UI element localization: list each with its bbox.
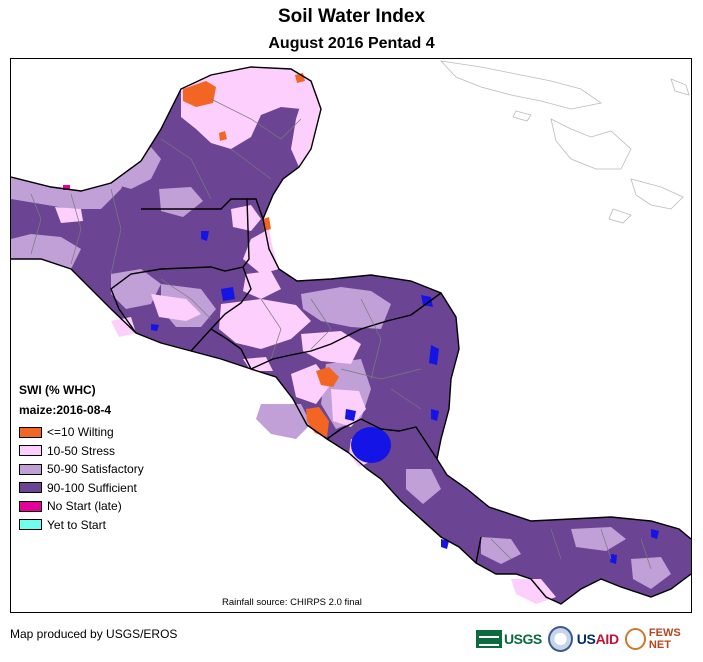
- legend-label: 50-90 Satisfactory: [47, 462, 144, 477]
- legend-swatch: [19, 426, 42, 438]
- usgs-logo-text: USGS: [504, 631, 542, 647]
- usaid-logo-us: US: [576, 631, 596, 647]
- legend-item-sufficient: 90-100 Sufficient: [19, 479, 144, 498]
- legend-label: No Start (late): [47, 499, 122, 514]
- legend: SWI (% WHC) maize:2016-08-4 <=10 Wilting…: [19, 383, 144, 534]
- legend-swatch: [19, 463, 42, 475]
- lake-nicaragua: [351, 427, 391, 463]
- legend-label: 90-100 Sufficient: [47, 480, 137, 495]
- legend-item-satisfactory: 50-90 Satisfactory: [19, 460, 144, 479]
- legend-swatch: [19, 519, 42, 531]
- usaid-logo-aid: AID: [595, 631, 620, 647]
- land-nostart: [63, 185, 70, 190]
- map-frame: [10, 58, 692, 613]
- legend-label: <=10 Wilting: [47, 425, 114, 440]
- legend-item-stress: 10-50 Stress: [19, 442, 144, 461]
- land-wilting: [183, 73, 339, 437]
- map-canvas: [11, 60, 691, 605]
- usgs-logo: USGS: [476, 630, 542, 648]
- usgs-mark-icon: [476, 630, 502, 648]
- usaid-seal-icon: [547, 626, 573, 652]
- logo-bar: USGS USAID FEWS NET: [476, 624, 703, 654]
- fewsnet-logo: FEWS NET: [624, 627, 703, 651]
- legend-item-yet-to-start: Yet to Start: [19, 516, 144, 535]
- rainfall-source: Rainfall source: CHIRPS 2.0 final: [222, 597, 362, 608]
- fewsnet-logo-text: FEWS NET: [648, 627, 681, 651]
- map-title: Soil Water Index: [277, 6, 426, 27]
- legend-swatch: [19, 482, 42, 494]
- water-bodies: [151, 231, 659, 564]
- legend-subtitle: maize:2016-08-4: [19, 403, 112, 417]
- map-subtitle: August 2016 Pentad 4: [268, 35, 435, 52]
- usaid-logo: USAID: [577, 631, 619, 647]
- map-credit: Map produced by USGS/EROS: [10, 627, 178, 641]
- country-borders: [11, 66, 691, 605]
- legend-swatch: [19, 445, 42, 457]
- admin-boundaries: [30, 98, 652, 570]
- legend-item-nostart: No Start (late): [19, 497, 144, 516]
- legend-label: 10-50 Stress: [47, 443, 116, 458]
- caribbean-islands: [439, 60, 690, 224]
- land-satisfactory: [11, 95, 671, 589]
- legend-label: Yet to Start: [47, 517, 106, 532]
- legend-title: SWI (% WHC): [19, 383, 96, 397]
- legend-item-wilting: <=10 Wilting: [19, 423, 144, 442]
- legend-swatch: [19, 500, 42, 512]
- fewsnet-ring-icon: [624, 628, 646, 650]
